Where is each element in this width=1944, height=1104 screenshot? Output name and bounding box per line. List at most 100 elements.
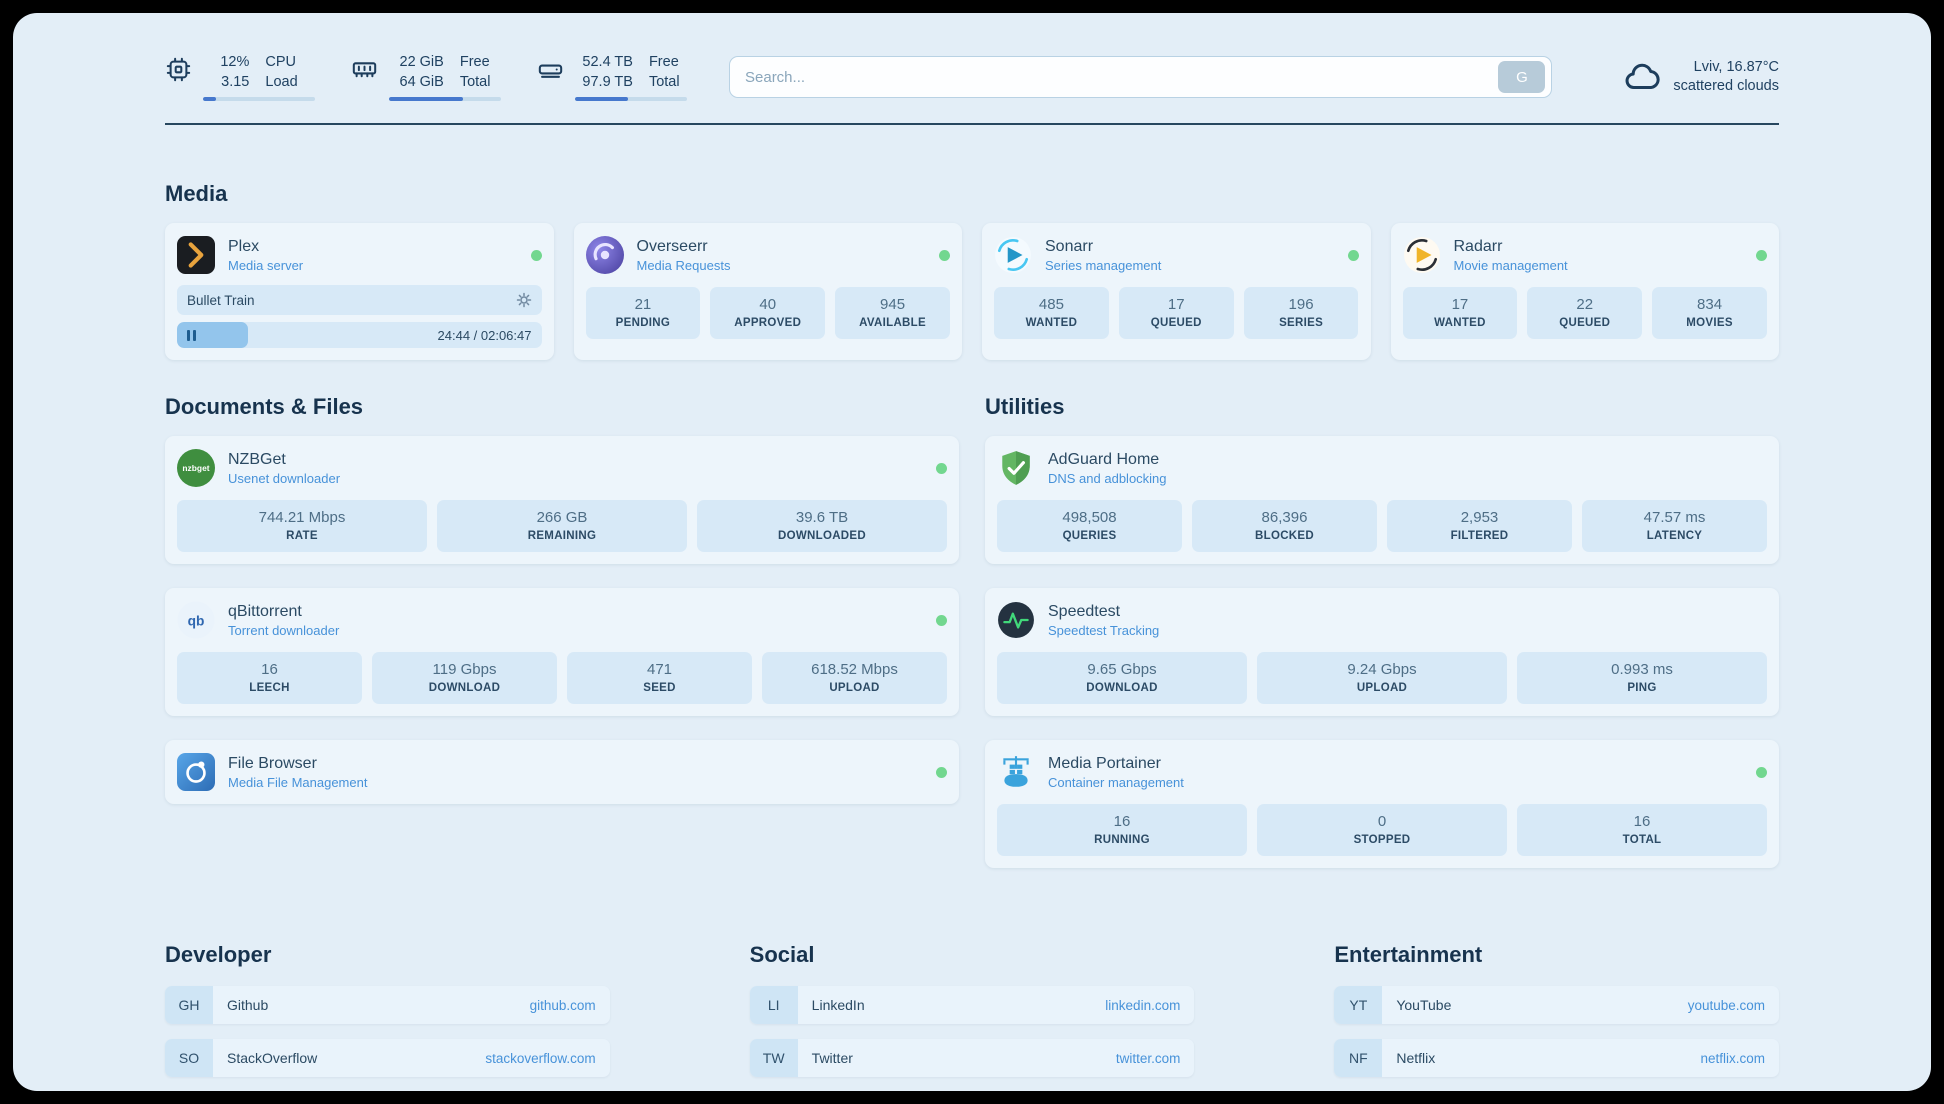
cpu-load-label: Load [265,74,298,91]
stat-box: 21 PENDING [585,287,701,340]
stat-label: WANTED [1025,317,1078,330]
bookmark-abbr: YT [1334,986,1383,1025]
stats-row: 16 LEECH 119 Gbps DOWNLOAD 471 SEED 61 [177,652,947,705]
service-card-radarr[interactable]: Radarr Movie management 17 WANTED 22 QUE… [1390,223,1779,361]
bookmark-abbr: TW [749,1039,798,1078]
search-provider-button[interactable]: G [1498,61,1546,94]
stat-box: 17 WANTED [1402,287,1518,340]
stats-row: 744.21 Mbps RATE 266 GB REMAINING 39.6 T… [177,500,947,553]
service-card-sonarr[interactable]: Sonarr Series management 485 WANTED 17 Q… [982,223,1371,361]
service-meta: Overseerr Media Requests [637,238,731,273]
stat-box: 0.993 ms PING [1517,652,1767,705]
cpu-widget: 12% CPU 3.15 Load [165,53,315,102]
bookmark-url: stackoverflow.com [485,1050,596,1066]
service-header: Speedtest Speedtest Tracking [997,600,1767,640]
stat-value: 86,396 [1261,509,1308,527]
stat-label: SERIES [1279,317,1324,330]
svg-text:qb: qb [188,614,205,629]
service-card-overseerr[interactable]: Overseerr Media Requests 21 PENDING 40 A… [573,223,962,361]
service-header: nzbget NZBGet Usenet downloader [177,448,947,488]
service-card-plex[interactable]: Plex Media server Bullet Train [165,223,554,361]
service-card-adguard[interactable]: AdGuard Home DNS and adblocking 498,508 … [985,436,1779,565]
middle-columns: Documents & Files nzbget NZBGet Usenet d [165,394,1779,892]
sonarr-icon [994,236,1032,274]
service-meta: File Browser Media File Management [228,755,367,790]
stat-value: 9.65 Gbps [1087,661,1157,679]
stat-value: 266 GB [536,509,588,527]
service-name: NZBGet [228,450,286,468]
section-title-media: Media [165,181,228,207]
service-subtitle: DNS and adblocking [1048,470,1167,486]
speedtest-icon [997,601,1035,639]
service-subtitle: Container management [1048,774,1184,790]
stat-label: REMAINING [527,530,597,543]
gear-icon[interactable] [516,292,532,308]
stats-row: 9.65 Gbps DOWNLOAD 9.24 Gbps UPLOAD 0.99… [997,652,1767,705]
stat-label: TOTAL [1622,834,1662,847]
service-name: Radarr [1453,237,1503,255]
nzbget-icon: nzbget [177,449,215,488]
service-card-portainer[interactable]: Media Portainer Container management 16 … [985,740,1779,869]
stat-box: 945 AVAILABLE [835,287,950,340]
bookmark-linkedin[interactable]: LI LinkedIn linkedin.com [749,986,1195,1025]
bookmark-name: Netflix [1396,1050,1436,1067]
bookmark-url: netflix.com [1700,1050,1766,1066]
stat-box: 618.52 Mbps UPLOAD [762,652,947,705]
search-input[interactable] [745,68,1499,86]
playback-time: 24:44 / 02:06:47 [437,327,532,343]
stat-box: 498,508 QUERIES [997,500,1182,553]
stat-box: 22 QUEUED [1527,287,1643,340]
section-title-developer: Developer [165,942,272,968]
bookmark-name: YouTube [1396,997,1452,1014]
service-meta: Sonarr Series management [1045,238,1161,273]
service-card-qbittorrent[interactable]: qb qBittorrent Torrent downloader 16 LEE… [165,588,959,717]
stat-value: 945 [880,296,906,314]
stat-label: DOWNLOAD [428,682,501,695]
svg-text:nzbget: nzbget [182,463,209,473]
stat-box: 196 SERIES [1243,287,1359,340]
bookmark-url: github.com [529,997,596,1013]
stat-box: 2,953 FILTERED [1387,500,1572,553]
stat-value: 0 [1377,813,1387,831]
service-header: Plex Media server [177,235,542,275]
stat-label: QUEUED [1150,317,1202,330]
service-meta: Plex Media server [228,238,303,273]
playback-progress[interactable]: 24:44 / 02:06:47 [177,322,542,349]
stat-value: 40 [759,296,777,314]
memory-readout: 22 GiB Free 64 GiB Total [389,53,501,102]
stat-box: 40 APPROVED [710,287,826,340]
stat-box: 16 RUNNING [997,804,1247,857]
service-meta: Media Portainer Container management [1048,755,1184,790]
stat-value: 744.21 Mbps [258,509,346,527]
overseerr-icon [585,236,624,275]
bookmark-twitter[interactable]: TW Twitter twitter.com [749,1039,1195,1078]
header-divider [165,123,1779,126]
service-subtitle: Media File Management [228,774,368,790]
stat-label: STOPPED [1353,834,1411,847]
bookmark-group-social: Social LI LinkedIn linkedin.com TW Twitt… [749,942,1195,1091]
bookmark-github[interactable]: GH Github github.com [165,986,610,1025]
bookmark-youtube[interactable]: YT YouTube youtube.com [1334,986,1780,1025]
stat-label: RUNNING [1094,834,1150,847]
service-name: qBittorrent [228,602,302,620]
memory-progress-bar [389,97,501,102]
stat-value: 16 [1113,813,1131,831]
stat-label: MOVIES [1686,317,1733,330]
plex-icon [177,236,215,275]
stat-value: 485 [1038,296,1064,314]
service-card-nzbget[interactable]: nzbget NZBGet Usenet downloader 744.21 M… [165,436,959,565]
bookmark-netflix[interactable]: NF Netflix netflix.com [1334,1039,1780,1078]
stat-value: 498,508 [1062,509,1117,527]
stat-label: FILTERED [1450,530,1509,543]
disk-free-value: 52.4 TB [582,54,633,70]
memory-progress-fill [389,97,463,102]
service-card-filebrowser[interactable]: File Browser Media File Management [165,740,959,805]
section-documents: Documents & Files nzbget NZBGet Usenet d [165,394,959,892]
disk-progress-fill [575,97,628,102]
stat-value: 22 [1576,296,1594,314]
service-card-speedtest[interactable]: Speedtest Speedtest Tracking 9.65 Gbps D… [985,588,1779,717]
service-header: Radarr Movie management [1403,235,1767,275]
bookmark-stackoverflow[interactable]: SO StackOverflow stackoverflow.com [165,1039,610,1078]
section-title-utilities: Utilities [985,394,1065,420]
search-bar: G [729,56,1553,99]
